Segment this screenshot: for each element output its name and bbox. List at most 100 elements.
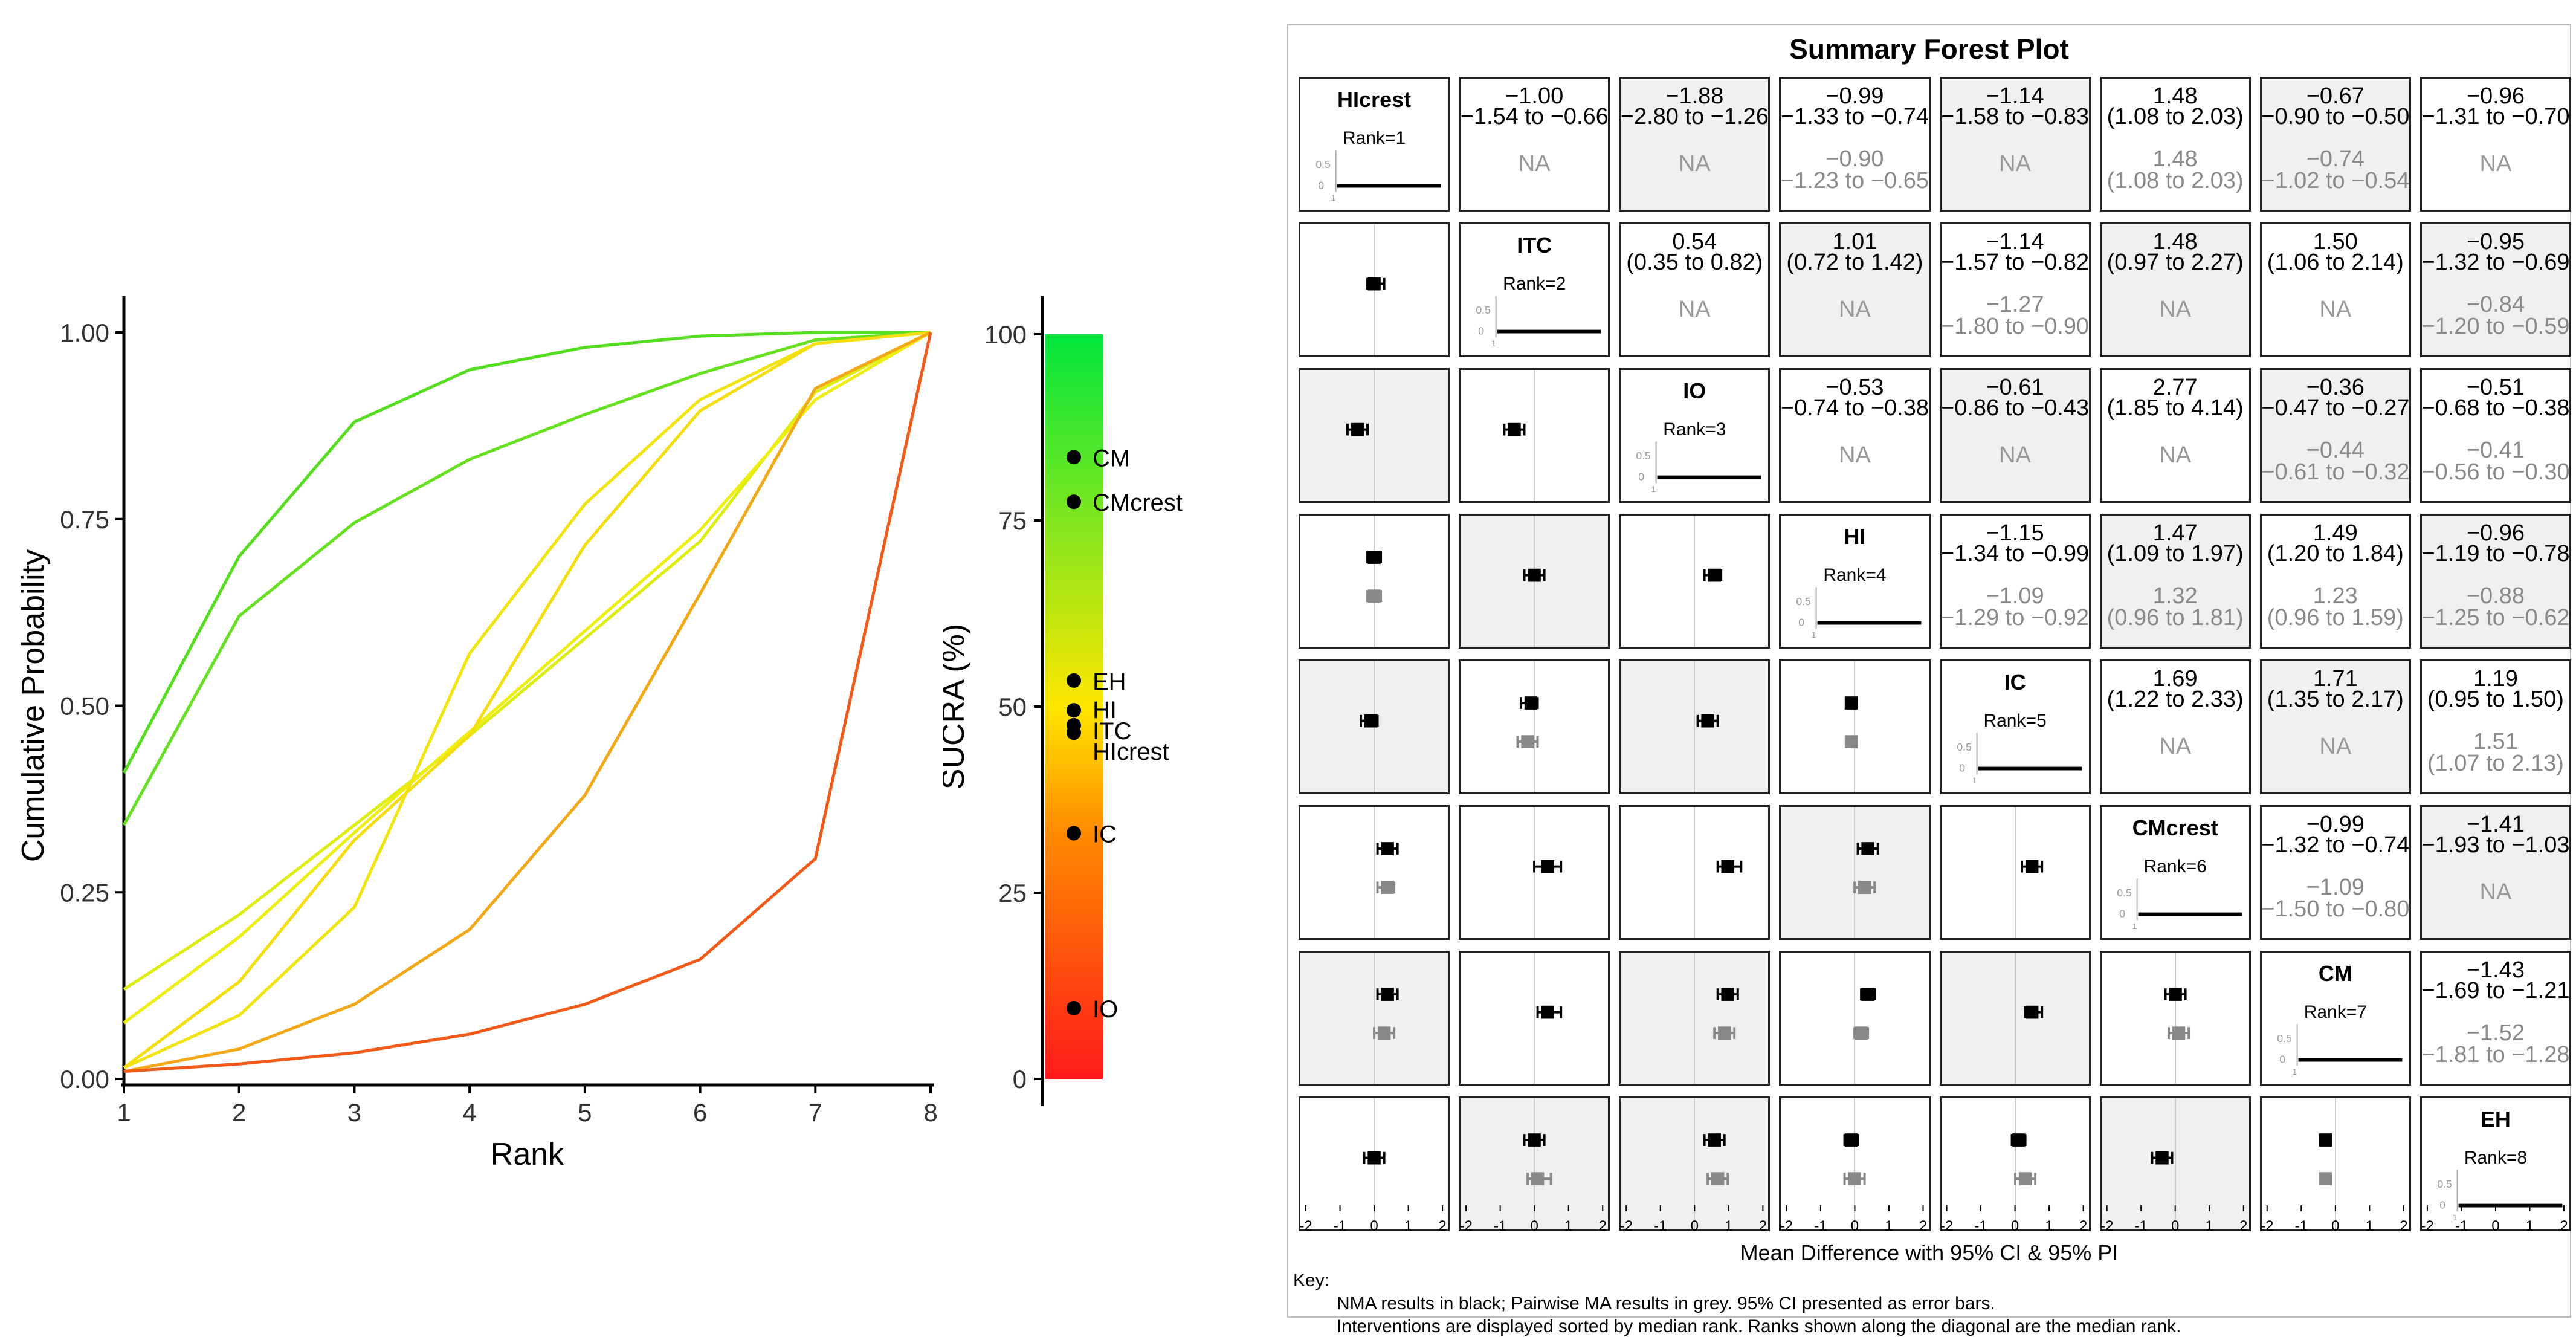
nma-estimate: 1.48 [2152, 229, 2198, 254]
pairwise-estimate: −1.09 [2306, 875, 2365, 900]
pairwise-na: NA [1678, 297, 1711, 322]
forest-cell [1299, 951, 1450, 1086]
estimate-cell: 1.48 (1.08 to 2.03) 1.48 (1.08 to 2.03) [2099, 77, 2251, 212]
rank-mini-tick: 0 [1959, 762, 1965, 774]
nma-estimate: 1.49 [2313, 520, 2358, 546]
pairwise-ci: (1.07 to 2.13) [2427, 751, 2564, 776]
estimate-cell: −0.95 (−1.32 to −0.69) −0.84 (−1.20 to −0.5… [2419, 222, 2571, 357]
rank-mini-tick: 0 [2119, 907, 2125, 919]
forest-cell [1939, 805, 2091, 940]
sucra-point-ic [1067, 826, 1081, 841]
nma-point [1708, 1133, 1722, 1147]
pairwise-estimate: 1.23 [2313, 583, 2358, 609]
nma-ci: (1.08 to 2.03) [2106, 104, 2244, 129]
y-tick-label: 0.75 [60, 505, 109, 534]
diagonal-name: CMcrest [2132, 815, 2218, 840]
forest-x-tick-label: 1 [1404, 1218, 1412, 1234]
rankogram-panel: 0.00 0.25 0.50 0.75 1.00 1 2 3 4 5 6 7 8 Rank Cumulati… [0, 0, 1269, 1331]
forest-x-tick-label: -1 [2455, 1218, 2468, 1234]
rank-mini-tick: 0 [1318, 179, 1324, 191]
diagonal-name: ITC [1517, 233, 1552, 257]
rank-mini-tick: 1 [1491, 339, 1496, 348]
sucra-point-label: CMcrest [1093, 490, 1183, 516]
x-tick-label: 5 [578, 1098, 592, 1127]
y-axis-label: Cumulative Probability [16, 549, 51, 862]
nma-ci: (−0.90 to −0.50) [2259, 104, 2411, 129]
pairwise-na: NA [1518, 151, 1551, 176]
rank-mini-tick: 0 [2439, 1199, 2445, 1211]
nma-point [1524, 696, 1538, 710]
rank-mini-tick: 0.5 [1315, 158, 1331, 170]
rank-distribution-plot: 0.5 01 [1796, 587, 1922, 639]
series-line-hicrest [123, 331, 931, 1069]
estimate-cell: −0.96 (−1.31 to −0.70) NA [2419, 77, 2571, 212]
forest-mini-plot [2014, 807, 2043, 938]
forest-mini-plot [2164, 953, 2190, 1084]
x-tick-label: 8 [923, 1098, 937, 1127]
forest-cell [2099, 951, 2251, 1086]
pairwise-ci: (−1.80 to −0.90) [1939, 314, 2091, 339]
forest-mini-plot [1694, 807, 1743, 938]
estimate-cell: 1.48 (0.97 to 2.27) NA [2099, 222, 2251, 357]
sucra-point-hicrest [1067, 725, 1081, 740]
estimate-cell: −1.15 (−1.34 to −0.99) −1.09 (−1.29 to −0.9… [1939, 514, 2091, 649]
pairwise-estimate: −0.84 [2466, 292, 2525, 317]
nma-point [1367, 277, 1381, 291]
nma-point [2319, 1133, 2332, 1147]
nma-ci: (1.35 to 2.17) [2267, 687, 2404, 712]
nma-point [1364, 714, 1378, 728]
forest-mini-plot [2014, 953, 2043, 1084]
nma-estimate: −0.67 [2306, 83, 2365, 109]
nma-ci: (1.09 to 1.97) [2106, 541, 2244, 566]
pairwise-ci: (−1.29 to −0.92) [1939, 605, 2091, 630]
nma-point [1381, 842, 1394, 855]
nma-ci: (−1.58 to −0.83) [1939, 104, 2091, 129]
pairwise-point [1711, 1172, 1725, 1186]
pairwise-point [1848, 1172, 1862, 1186]
forest-mini-plot [1360, 661, 1379, 792]
nma-point [2025, 1005, 2038, 1019]
forest-x-tick-label: 0 [1691, 1218, 1699, 1234]
nma-estimate: 1.19 [2473, 666, 2518, 691]
pairwise-na: NA [1678, 151, 1711, 176]
forest-x-tick-label: -2 [1780, 1218, 1793, 1234]
forest-x-tick-label: -1 [1334, 1218, 1346, 1234]
forest-x-tick-label: -2 [2421, 1218, 2433, 1234]
nma-ci: (−1.32 to −0.74) [2259, 832, 2411, 858]
forest-mini-plot [1694, 661, 1719, 792]
estimate-cell: 1.69 (1.22 to 2.33) NA [2099, 659, 2251, 794]
x-axis-label: Rank [491, 1137, 564, 1172]
rank-distribution-plot: 0.5 01 [2117, 878, 2242, 931]
forest-x-tick-label: 0 [2011, 1218, 2019, 1234]
estimate-cell: 1.19 (0.95 to 1.50) 1.51 (1.07 to 2.13) [2419, 659, 2571, 794]
forest-cell [1459, 514, 1610, 649]
forest-cell [1299, 805, 1450, 940]
rank-mini-tick: 0.5 [1636, 450, 1651, 462]
nma-point [1845, 696, 1858, 710]
nma-ci: (0.97 to 2.27) [2106, 250, 2244, 275]
pairwise-ci: (−1.81 to −1.28) [2419, 1042, 2571, 1067]
forest-cell [1459, 368, 1610, 503]
pairwise-ci: (−0.61 to −0.32) [2259, 459, 2411, 485]
forest-x-tick-label: -1 [1974, 1218, 1987, 1234]
diagonal-cell: ITC Rank=2 0.5 0 1 [1459, 222, 1610, 357]
pairwise-ci: (−1.25 to −0.62) [2419, 605, 2571, 630]
forest-x-axis: -2 -1 0 1 2 -2 -1 0 1 2 -2 -1 0 1 2 -2 -1 0 1 2 -2 -1 0 1 2 -2 -1 0… [1299, 1205, 2568, 1234]
nma-point [1541, 860, 1554, 873]
series-line-itc [123, 331, 931, 1069]
nma-estimate: −0.61 [1986, 375, 2044, 400]
nma-ci: (−0.74 to −0.38) [1779, 395, 1931, 421]
forest-mini-plot [1503, 370, 1535, 501]
nma-estimate: −0.99 [2306, 812, 2365, 837]
diagonal-rank: Rank=2 [1503, 274, 1566, 294]
rank-mini-tick: 1 [2453, 1213, 2458, 1222]
diagonal-rank: Rank=7 [2303, 1002, 2367, 1022]
diagonal-rank: Rank=6 [2143, 856, 2207, 876]
rank-distribution-plot: 0.5 01 [1315, 150, 1441, 202]
forest-cell [1299, 222, 1450, 357]
nma-ci: (−1.69 to −1.21) [2419, 978, 2571, 1003]
forest-cell [1459, 951, 1610, 1086]
key-heading: Key: [1293, 1271, 1330, 1290]
pairwise-point [1855, 1026, 1868, 1040]
forest-mini-plot [1523, 516, 1546, 647]
